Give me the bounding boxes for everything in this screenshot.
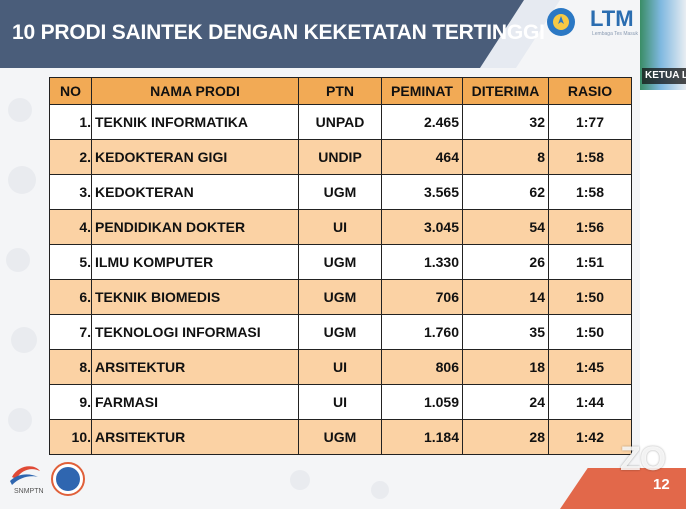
cell-no: 7. (49, 314, 92, 350)
cell-no: 10. (49, 419, 92, 455)
cell-nama-prodi: KEDOKTERAN (91, 174, 299, 210)
cell-ptn: UGM (298, 244, 382, 280)
cell-rasio: 1:45 (548, 349, 632, 385)
cell-diterima: 26 (462, 244, 549, 280)
snmptn-logo-icon (10, 466, 40, 485)
ranking-table-container: NO NAMA PRODI PTN PEMINAT DITERIMA RASIO… (49, 77, 632, 455)
table-row: 8. ARSITEKTUR UI 806 18 1:45 (49, 349, 632, 385)
tut-wuri-logo-icon (547, 8, 575, 36)
cell-rasio: 1:58 (548, 139, 632, 175)
cell-peminat: 1.330 (381, 244, 463, 280)
zoom-watermark: ZO (620, 440, 666, 478)
cell-ptn: UNDIP (298, 139, 382, 175)
cell-rasio: 1:50 (548, 279, 632, 315)
cell-peminat: 464 (381, 139, 463, 175)
slide-title: 10 PRODI SAINTEK DENGAN KEKETATAN TERTIN… (12, 21, 545, 44)
cell-nama-prodi: KEDOKTERAN GIGI (91, 139, 299, 175)
cell-no: 5. (49, 244, 92, 280)
header-no: NO (49, 77, 92, 105)
cell-peminat: 1.059 (381, 384, 463, 420)
table-row: 4. PENDIDIKAN DOKTER UI 3.045 54 1:56 (49, 209, 632, 245)
cell-diterima: 32 (462, 104, 549, 140)
cell-ptn: UGM (298, 314, 382, 350)
table-row: 3. KEDOKTERAN UGM 3.565 62 1:58 (49, 174, 632, 210)
cell-nama-prodi: PENDIDIKAN DOKTER (91, 209, 299, 245)
cell-ptn: UI (298, 209, 382, 245)
title-banner (0, 0, 525, 68)
cell-nama-prodi: TEKNIK BIOMEDIS (91, 279, 299, 315)
ltm-logo: LTM (590, 6, 634, 31)
cell-diterima: 18 (462, 349, 549, 385)
cell-rasio: 1:77 (548, 104, 632, 140)
cell-ptn: UI (298, 349, 382, 385)
cell-rasio: 1:58 (548, 174, 632, 210)
cell-diterima: 8 (462, 139, 549, 175)
cell-rasio: 1:42 (548, 419, 632, 455)
table-body: 1. TEKNIK INFORMATIKA UNPAD 2.465 32 1:77 2. KE… (49, 104, 632, 455)
table-row: 5. ILMU KOMPUTER UGM 1.330 26 1:51 (49, 244, 632, 280)
header-nama-prodi: NAMA PRODI (91, 77, 299, 105)
cell-no: 6. (49, 279, 92, 315)
cell-nama-prodi: TEKNOLOGI INFORMASI (91, 314, 299, 350)
cell-diterima: 24 (462, 384, 549, 420)
cell-peminat: 706 (381, 279, 463, 315)
header-diterima: DITERIMA (462, 77, 549, 105)
participant-name-label: KETUA L (642, 68, 686, 84)
cell-no: 3. (49, 174, 92, 210)
cell-diterima: 28 (462, 419, 549, 455)
cell-peminat: 3.045 (381, 209, 463, 245)
cell-no: 9. (49, 384, 92, 420)
ranking-table: NO NAMA PRODI PTN PEMINAT DITERIMA RASIO… (49, 77, 632, 455)
cell-nama-prodi: ARSITEKTUR (91, 349, 299, 385)
table-row: 10. ARSITEKTUR UGM 1.184 28 1:42 (49, 419, 632, 455)
cell-diterima: 62 (462, 174, 549, 210)
cell-no: 4. (49, 209, 92, 245)
cell-rasio: 1:56 (548, 209, 632, 245)
cell-ptn: UI (298, 384, 382, 420)
cell-nama-prodi: TEKNIK INFORMATIKA (91, 104, 299, 140)
table-row: 6. TEKNIK BIOMEDIS UGM 706 14 1:50 (49, 279, 632, 315)
page-number: 12 (653, 476, 670, 493)
cell-nama-prodi: ILMU KOMPUTER (91, 244, 299, 280)
cell-nama-prodi: FARMASI (91, 384, 299, 420)
cell-nama-prodi: ARSITEKTUR (91, 419, 299, 455)
cell-ptn: UNPAD (298, 104, 382, 140)
cell-no: 2. (49, 139, 92, 175)
cell-rasio: 1:51 (548, 244, 632, 280)
cell-no: 1. (49, 104, 92, 140)
cell-peminat: 806 (381, 349, 463, 385)
table-header-row: NO NAMA PRODI PTN PEMINAT DITERIMA RASIO (49, 77, 632, 105)
table-row: 7. TEKNOLOGI INFORMASI UGM 1.760 35 1:50 (49, 314, 632, 350)
cell-peminat: 3.565 (381, 174, 463, 210)
snmptn-label: SNMPTN (14, 488, 44, 495)
cell-no: 8. (49, 349, 92, 385)
cell-peminat: 1.760 (381, 314, 463, 350)
cell-diterima: 35 (462, 314, 549, 350)
cell-ptn: UGM (298, 174, 382, 210)
table-row: 2. KEDOKTERAN GIGI UNDIP 464 8 1:58 (49, 139, 632, 175)
cell-ptn: UGM (298, 279, 382, 315)
cell-ptn: UGM (298, 419, 382, 455)
cell-diterima: 14 (462, 279, 549, 315)
header-ptn: PTN (298, 77, 382, 105)
cell-rasio: 1:50 (548, 314, 632, 350)
cell-peminat: 2.465 (381, 104, 463, 140)
cell-diterima: 54 (462, 209, 549, 245)
header-rasio: RASIO (548, 77, 632, 105)
table-row: 9. FARMASI UI 1.059 24 1:44 (49, 384, 632, 420)
cell-rasio: 1:44 (548, 384, 632, 420)
lembaga-logo-inner-icon (56, 467, 80, 491)
table-row: 1. TEKNIK INFORMATIKA UNPAD 2.465 32 1:77 (49, 104, 632, 140)
cell-peminat: 1.184 (381, 419, 463, 455)
ltm-tagline: Lembaga Tes Masuk (592, 31, 639, 37)
header-peminat: PEMINAT (381, 77, 463, 105)
lembaga-logo-icon (51, 462, 85, 496)
